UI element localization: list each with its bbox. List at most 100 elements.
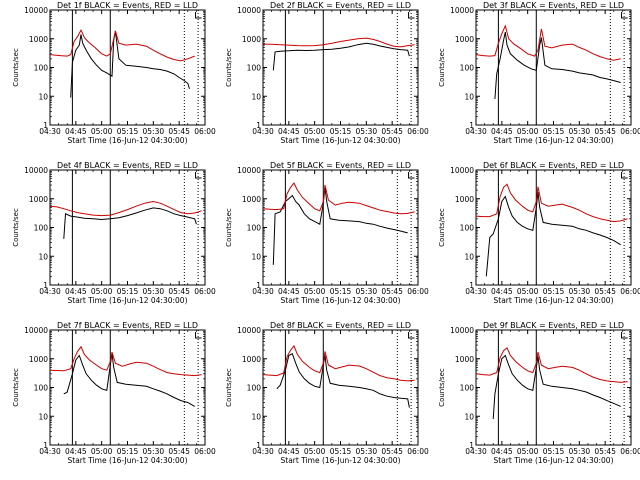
corner-bracket-icon: [195, 332, 202, 339]
chart-title: Det 4f BLACK = Events, RED = LLD: [57, 161, 198, 170]
x-tick-label: 05:30: [569, 287, 591, 296]
corner-bracket-icon: [408, 332, 415, 339]
y-axis-label: Counts/sec: [12, 48, 20, 87]
x-tick-label: 06:00: [620, 287, 640, 296]
x-axis-label: Start Time (16-Jun-12 04:30:00): [281, 136, 401, 145]
y-tick-label: 100: [247, 224, 262, 233]
x-axis-label: Start Time (16-Jun-12 04:30:00): [281, 296, 401, 305]
x-axis-label: Start Time (16-Jun-12 04:30:00): [68, 296, 188, 305]
y-tick-label: 1: [43, 281, 48, 290]
y-tick-label: 10: [38, 252, 48, 261]
x-tick-label: 05:30: [143, 447, 165, 456]
x-tick-label: 05:30: [569, 127, 591, 136]
events-series-line: [272, 42, 410, 71]
x-tick-label: 04:45: [65, 447, 87, 456]
y-tick-label: 1000: [29, 355, 48, 364]
x-tick-label: 05:30: [356, 287, 378, 296]
y-tick-label: 10000: [237, 166, 261, 175]
y-axis-label: Counts/sec: [225, 48, 233, 87]
events-series-line: [276, 352, 410, 408]
y-tick-label: 100: [460, 64, 475, 73]
x-tick-label: 05:15: [543, 447, 565, 456]
x-tick-label: 06:00: [194, 127, 216, 136]
x-tick-label: 05:15: [330, 287, 352, 296]
x-tick-label: 05:00: [304, 287, 326, 296]
y-tick-label: 1: [256, 281, 261, 290]
chart-panel-1: Det 1f BLACK = Events, RED = LLD 1 10 100 10…: [12, 1, 216, 145]
x-tick-label: 05:15: [330, 447, 352, 456]
y-axis-label: Counts/sec: [438, 48, 446, 87]
x-axis-label: Start Time (16-Jun-12 04:30:00): [494, 296, 614, 305]
x-axis-label: Start Time (16-Jun-12 04:30:00): [68, 136, 188, 145]
y-tick-label: 10: [38, 92, 48, 101]
x-tick-label: 05:45: [168, 447, 190, 456]
y-axis-label: Counts/sec: [225, 208, 233, 247]
y-axis-label: Counts/sec: [12, 208, 20, 247]
x-tick-label: 05:45: [381, 287, 403, 296]
y-tick-label: 100: [247, 384, 262, 393]
events-series-line: [63, 207, 197, 239]
x-tick-label: 05:00: [517, 447, 539, 456]
y-tick-label: 10: [464, 252, 474, 261]
y-tick-label: 1: [256, 441, 261, 450]
x-tick-label: 05:30: [569, 447, 591, 456]
x-tick-label: 05:30: [356, 447, 378, 456]
y-axis-label: Counts/sec: [438, 368, 446, 407]
y-tick-label: 10: [251, 252, 261, 261]
corner-bracket-icon: [621, 172, 628, 179]
corner-bracket-icon: [408, 172, 415, 179]
y-tick-label: 1: [43, 441, 48, 450]
x-tick-label: 05:30: [143, 127, 165, 136]
events-series-line: [272, 187, 408, 265]
y-tick-label: 1: [256, 121, 261, 130]
events-series-line: [63, 353, 195, 407]
chart-title: Det 9f BLACK = Events, RED = LLD: [483, 321, 624, 330]
chart-panel-5: Det 5f BLACK = Events, RED = LLD 1 10 100 10…: [225, 161, 429, 305]
y-tick-label: 1: [469, 441, 474, 450]
x-tick-label: 04:30: [465, 447, 487, 456]
events-series-line: [494, 31, 621, 100]
y-tick-label: 10: [251, 412, 261, 421]
plot-frame: [475, 169, 632, 286]
y-tick-label: 100: [460, 384, 475, 393]
y-tick-label: 1000: [29, 35, 48, 44]
plot-frame: [475, 9, 632, 126]
corner-bracket-icon: [621, 12, 628, 19]
chart-panel-7: Det 7f BLACK = Events, RED = LLD 1 10 100 10…: [12, 321, 216, 465]
x-tick-label: 06:00: [620, 127, 640, 136]
x-tick-label: 05:00: [91, 287, 113, 296]
lld-series-line: [475, 183, 628, 223]
x-tick-label: 05:45: [381, 127, 403, 136]
x-tick-label: 04:45: [278, 127, 300, 136]
x-tick-label: 04:30: [465, 287, 487, 296]
x-tick-label: 04:30: [465, 127, 487, 136]
x-tick-label: 05:00: [91, 447, 113, 456]
chart-panel-2: Det 2f BLACK = Events, RED = LLD 1 10 100 10…: [225, 1, 429, 145]
y-tick-label: 1000: [455, 195, 474, 204]
y-tick-label: 1: [469, 121, 474, 130]
x-tick-label: 05:45: [168, 127, 190, 136]
plot-frame: [475, 329, 632, 446]
lld-series-line: [49, 200, 202, 217]
y-tick-label: 1000: [455, 35, 474, 44]
y-tick-label: 100: [34, 224, 49, 233]
lld-series-line: [262, 37, 415, 48]
y-tick-label: 10: [464, 92, 474, 101]
x-tick-label: 04:45: [278, 447, 300, 456]
x-tick-label: 05:00: [91, 127, 113, 136]
y-tick-label: 10000: [450, 326, 474, 335]
x-tick-label: 04:30: [252, 287, 274, 296]
x-tick-label: 04:45: [278, 287, 300, 296]
chart-panel-9: Det 9f BLACK = Events, RED = LLD 1 10 100 10…: [438, 321, 640, 465]
x-tick-label: 05:45: [168, 287, 190, 296]
y-tick-label: 100: [247, 64, 262, 73]
x-axis-label: Start Time (16-Jun-12 04:30:00): [68, 456, 188, 465]
y-axis-label: Counts/sec: [12, 368, 20, 407]
plot-frame: [49, 169, 206, 286]
chart-title: Det 3f BLACK = Events, RED = LLD: [483, 1, 624, 10]
x-tick-label: 04:30: [39, 287, 61, 296]
plot-frame: [49, 9, 206, 126]
x-tick-label: 05:45: [594, 447, 616, 456]
y-tick-label: 1000: [242, 355, 261, 364]
